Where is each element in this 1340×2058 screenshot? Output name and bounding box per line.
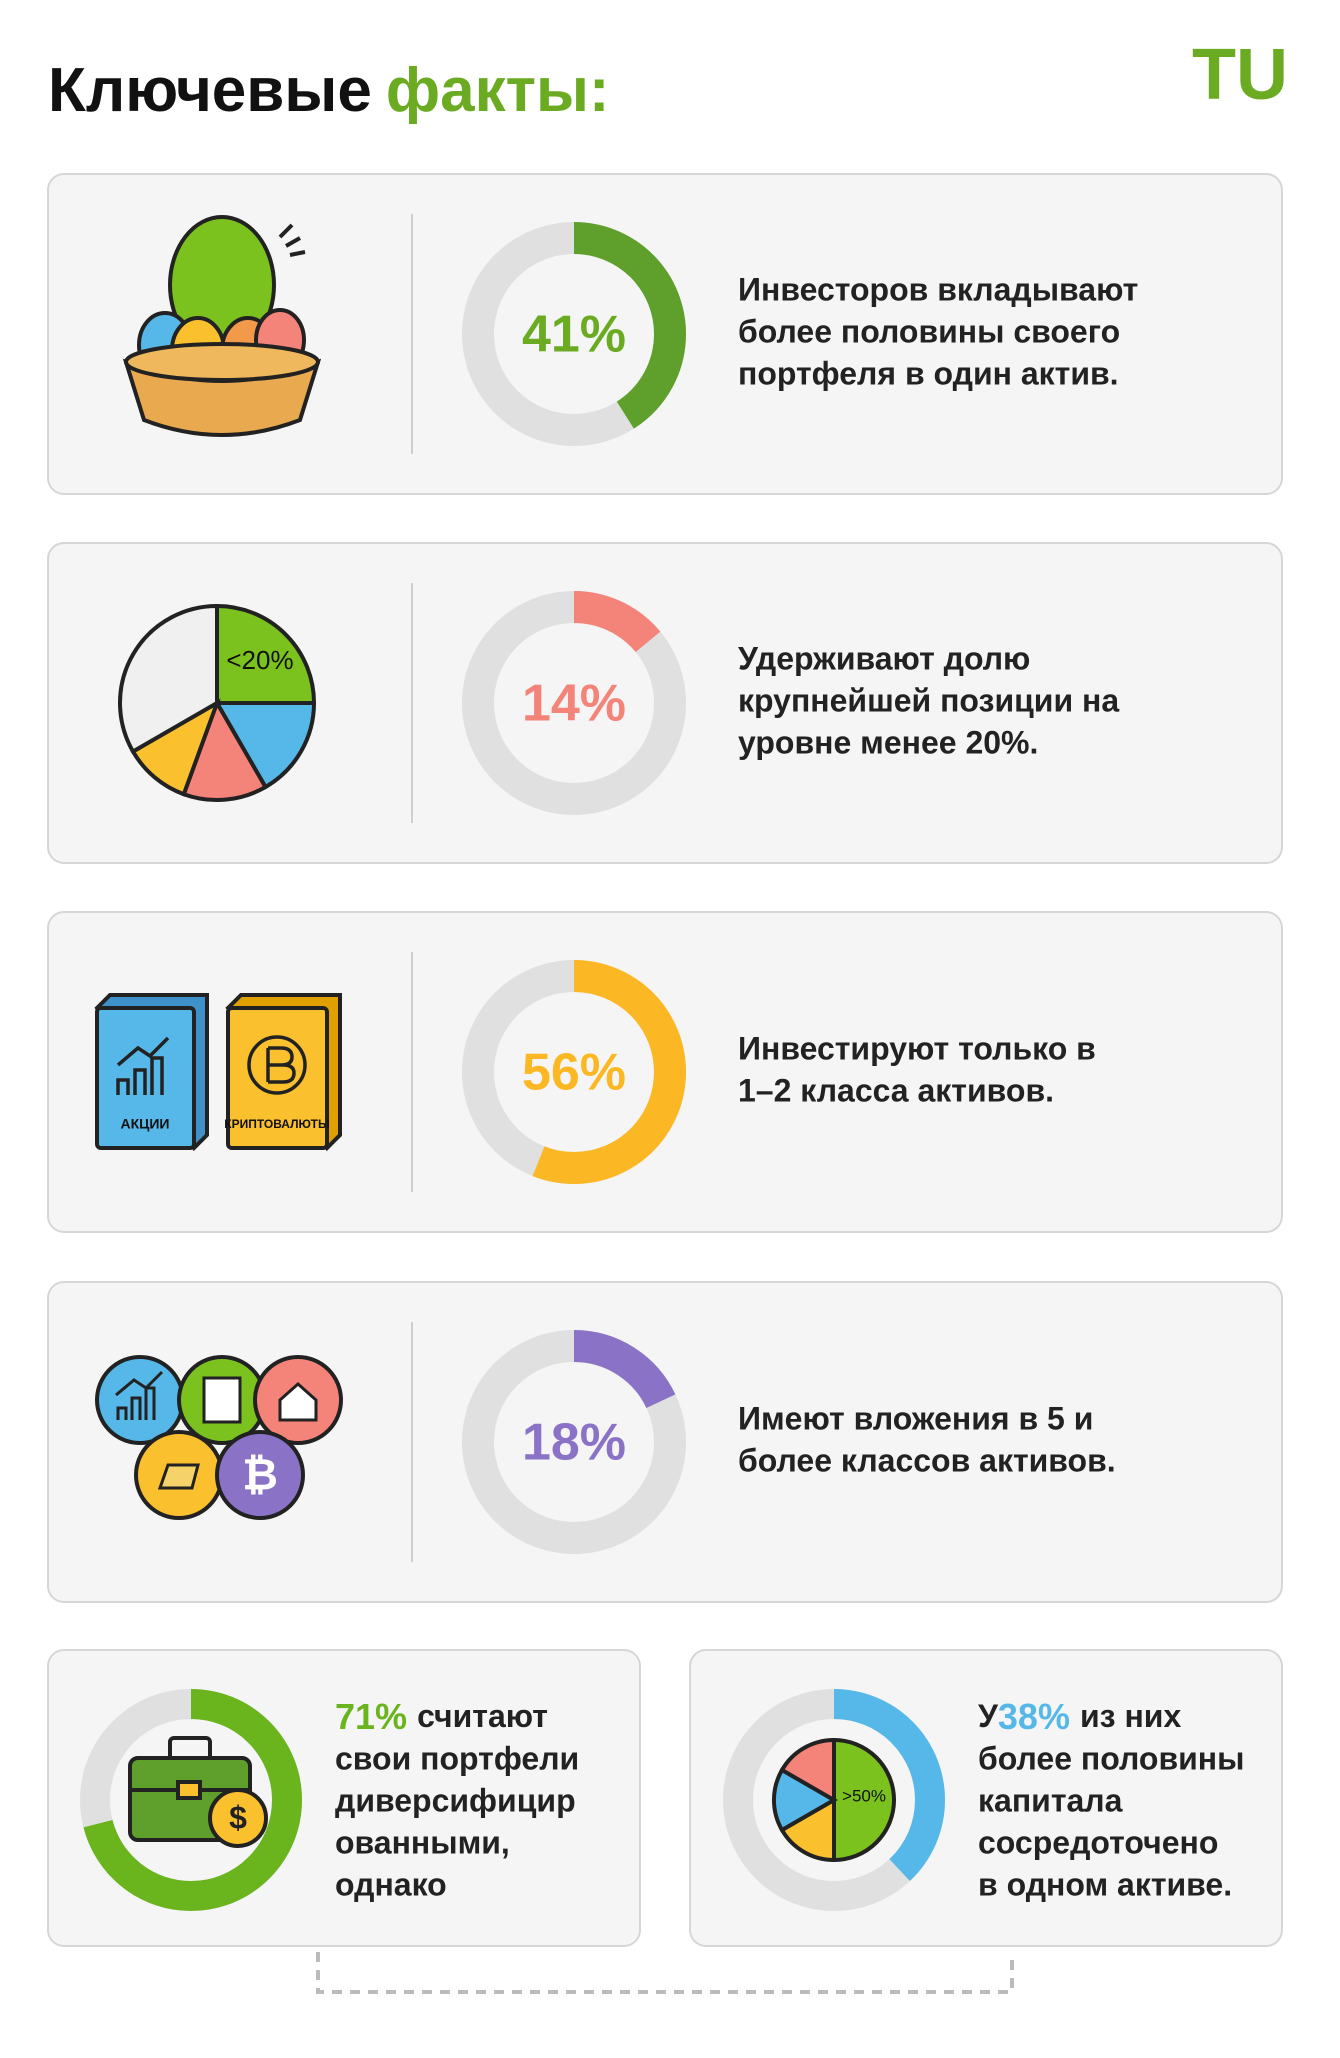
fact-text: сосредоточено [978,1824,1218,1860]
fact-text: Удерживают долю [738,640,1030,676]
fact-text: более половины [978,1740,1244,1776]
fact-text: уровне менее 20%. [738,724,1038,760]
donut-arc [462,591,686,815]
fact-text: капитала [978,1782,1123,1818]
percent-label: 56% [522,1044,626,1102]
fact-text: крупнейшей позиции на [738,682,1119,718]
fact-text: свои портфели [335,1740,579,1776]
donut-arc [80,1689,302,1911]
fact-text: 1–2 класса активов. [738,1072,1054,1108]
fact-text: портфеля в один актив. [738,355,1119,391]
fact-text: У38% из них [978,1696,1181,1737]
percent-label: 18% [522,1414,626,1472]
fact-text: считают [417,1698,548,1734]
fact-text: в одном активе. [978,1866,1232,1902]
percent-label: 38% [998,1696,1070,1737]
title-accent: факты: [386,56,610,125]
donut-arc [723,1689,945,1911]
pie-icon-label: <20% [226,645,293,675]
connector [316,1952,1014,1994]
bitcoin-glyph: ₿ [242,1451,278,1500]
fact-text: ованными, [335,1824,510,1860]
fact-text: Инвесторов вкладывают [738,271,1138,307]
donut-arc [462,222,686,446]
pie-icon [118,603,317,802]
title-main: Ключевые [48,56,372,125]
pie-icon [771,1737,896,1863]
dollar-glyph: $ [229,1799,247,1835]
percent-label: 41% [522,306,626,364]
card [689,1649,1283,1947]
fact-text: 71% считают [335,1696,548,1737]
book-label: АКЦИИ [120,1116,169,1132]
assets-icon: ₿ [95,1355,343,1520]
card [47,1649,641,1947]
fact-text: более половины своего [738,313,1120,349]
percent-label: 71% [335,1696,407,1737]
fact-text: Инвестируют только в [738,1030,1096,1066]
fact-text: диверсифицир [335,1782,576,1818]
books-icon [94,993,342,1152]
donut-arc [462,960,686,1184]
prefix: У [978,1698,999,1734]
egg-basket-icon [122,215,322,437]
donut-arc [462,1330,686,1554]
fact-text: однако [335,1866,447,1902]
book-label: КРИПТОВАЛЮТЫ [224,1117,329,1131]
fact-text: более классов активов. [738,1442,1116,1478]
pie-icon-label: >50% [842,1786,886,1805]
title: Ключевые факты: [48,56,610,125]
briefcase-icon: $ [128,1736,268,1848]
percent-label: 14% [522,675,626,733]
logo: TU [1192,35,1288,115]
fact-text: из них [1080,1698,1181,1734]
fact-text: Имеют вложения в 5 и [738,1400,1093,1436]
